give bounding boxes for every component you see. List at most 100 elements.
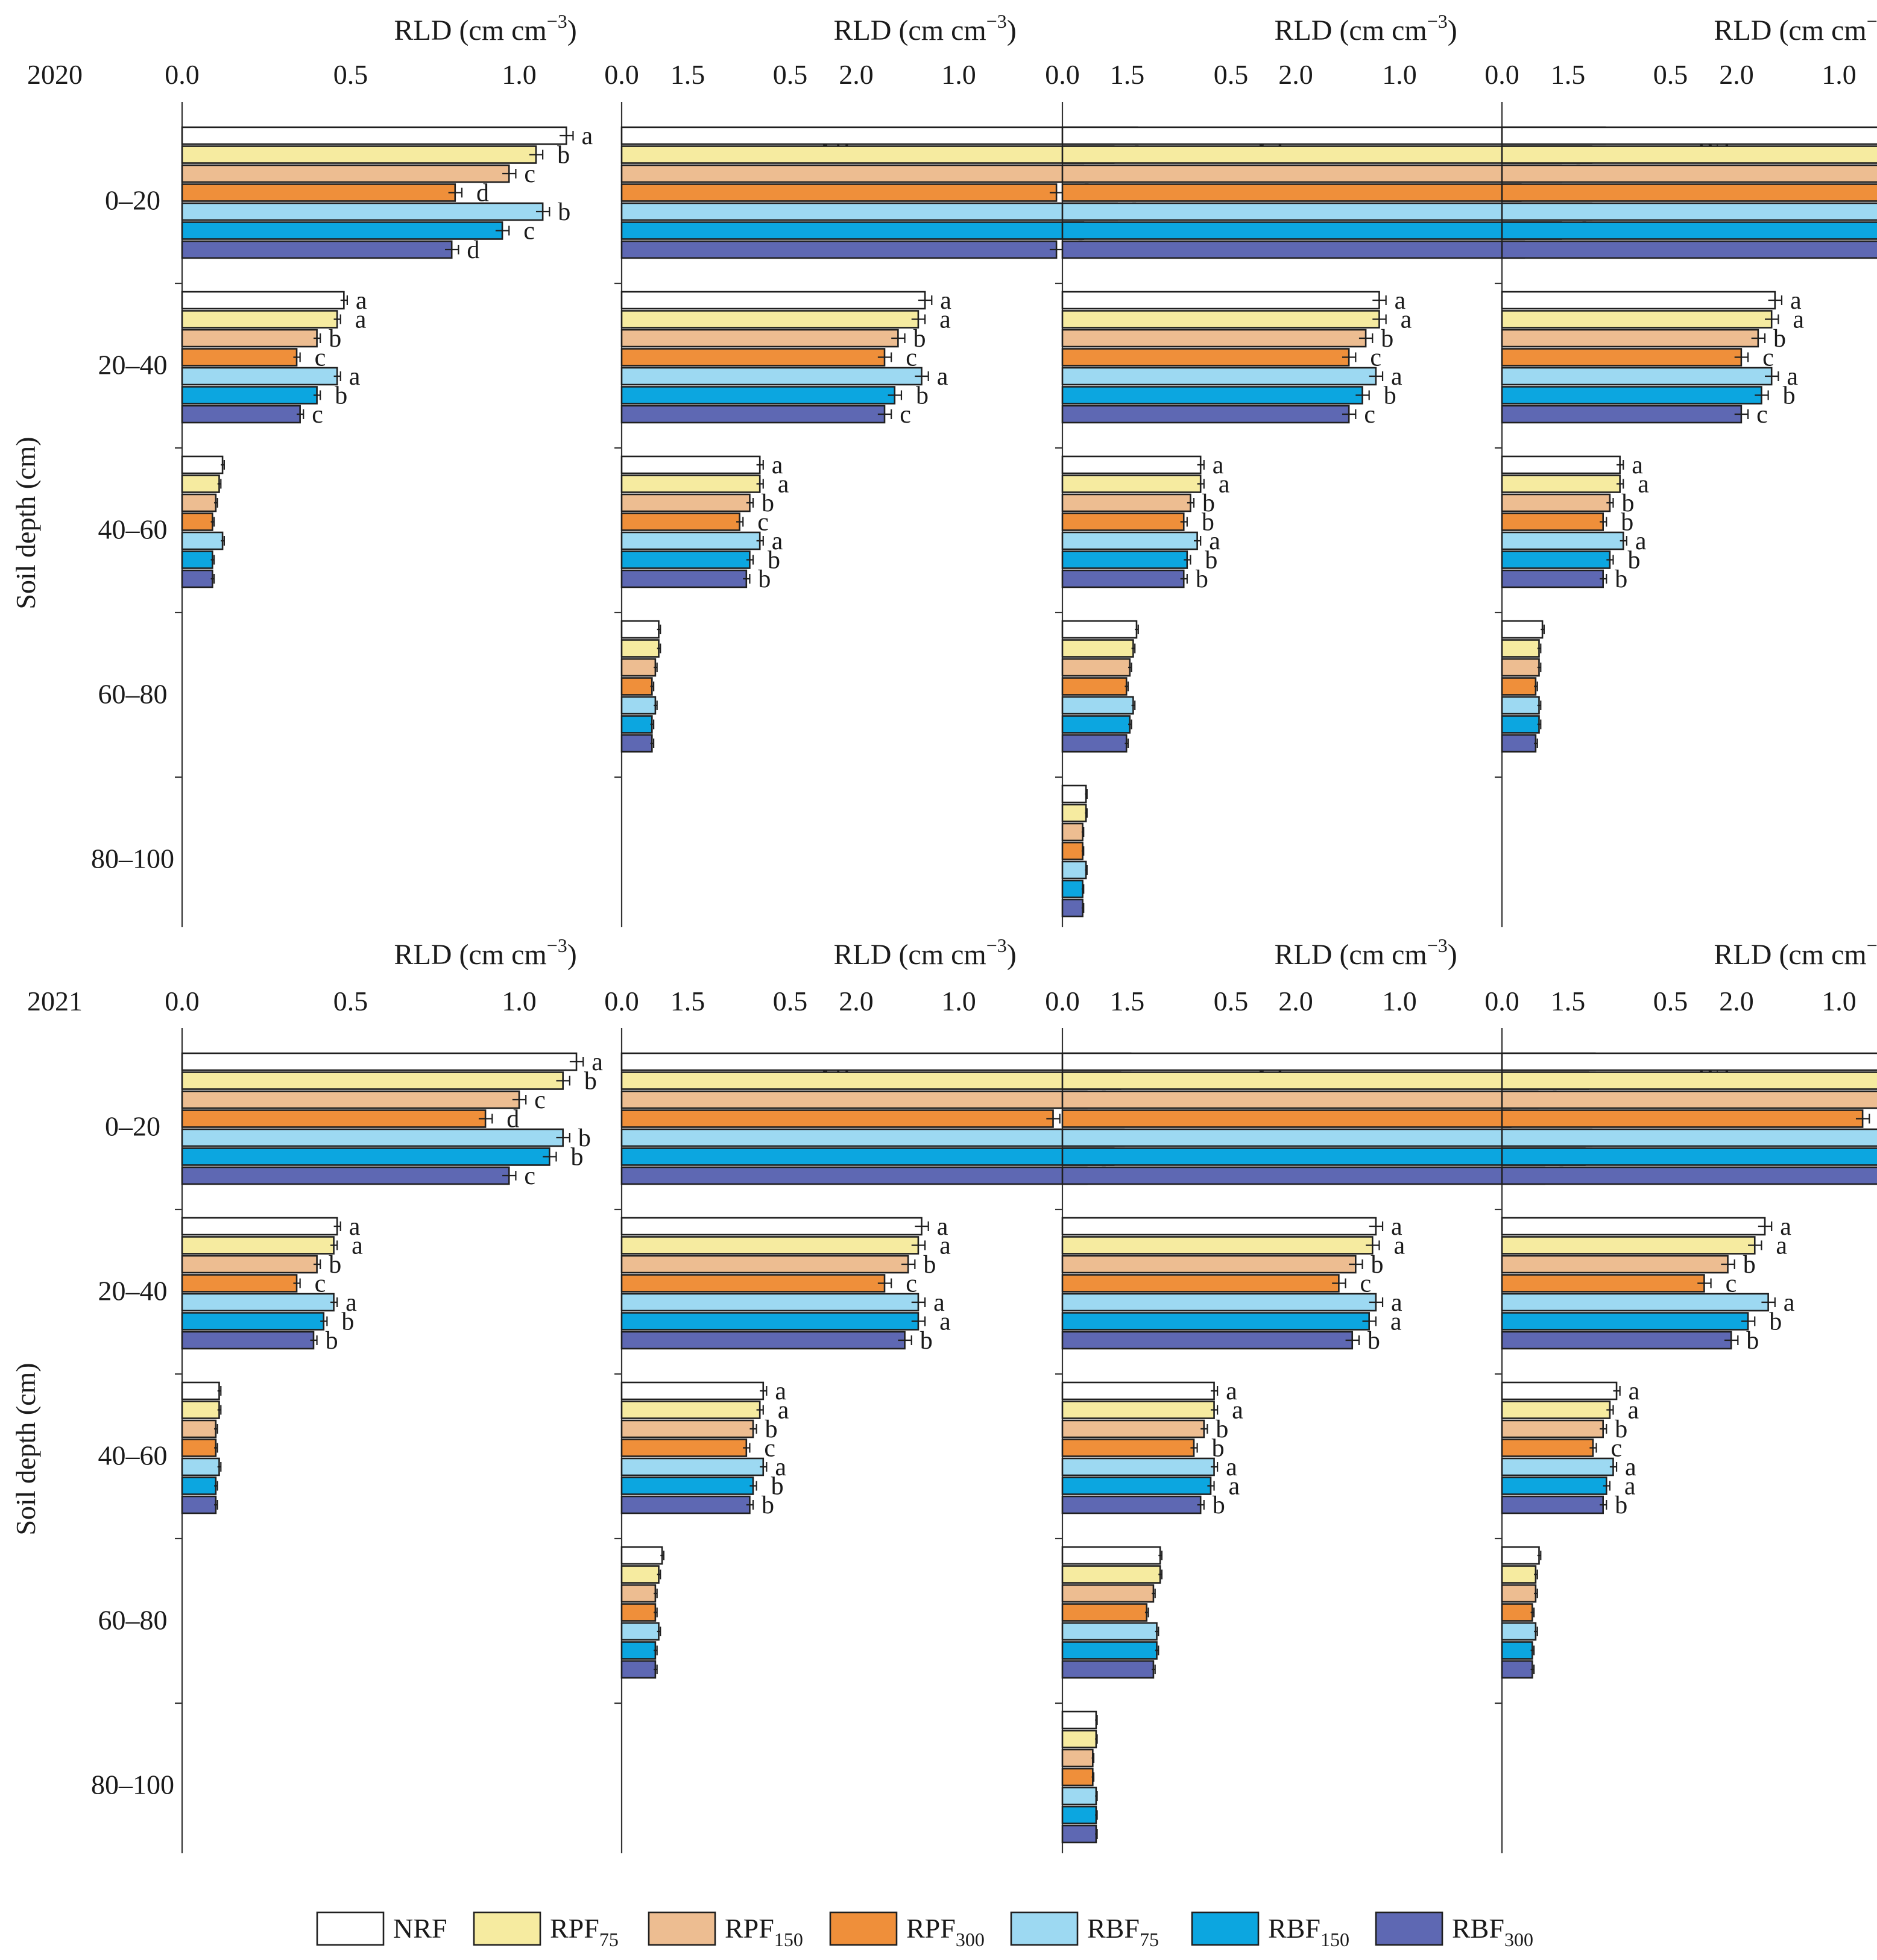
error-bar bbox=[760, 1386, 768, 1396]
bar bbox=[181, 493, 217, 512]
x-tick-label: 2.0 bbox=[1278, 986, 1313, 1016]
error-bar bbox=[1372, 295, 1387, 305]
significance-letter: b bbox=[916, 382, 929, 410]
significance-letter: c bbox=[1370, 344, 1381, 372]
x-axis-title-sup: −3 bbox=[1427, 934, 1448, 956]
bar bbox=[620, 474, 761, 493]
error-bar bbox=[1342, 409, 1357, 419]
error-bar bbox=[293, 1278, 301, 1288]
error-bar bbox=[654, 701, 658, 710]
significance-letter: a bbox=[1391, 1289, 1402, 1317]
error-bar bbox=[217, 1462, 222, 1472]
bar bbox=[1501, 240, 1877, 259]
significance-letter: a bbox=[352, 1232, 363, 1260]
bar bbox=[620, 1293, 920, 1312]
bar bbox=[1061, 221, 1562, 240]
error-bar bbox=[654, 1589, 658, 1598]
significance-letter: b bbox=[1368, 1327, 1380, 1355]
significance-letter: b bbox=[1202, 490, 1215, 517]
significance-letter: a bbox=[1787, 363, 1798, 391]
bar bbox=[1501, 455, 1621, 474]
error-bar bbox=[915, 1221, 929, 1231]
depth-label: 40–60 bbox=[98, 514, 168, 545]
significance-letter: b bbox=[1773, 325, 1786, 353]
significance-letter: a bbox=[778, 471, 789, 499]
error-bar bbox=[221, 460, 225, 470]
error-bar bbox=[1180, 574, 1188, 584]
bar bbox=[620, 164, 1085, 183]
significance-letter: a bbox=[1390, 1308, 1402, 1336]
error-bar bbox=[1091, 1753, 1095, 1763]
error-bar bbox=[1046, 1114, 1061, 1124]
error-bar bbox=[1589, 1443, 1597, 1453]
depth-label: 80–100 bbox=[91, 1769, 174, 1800]
x-axis-title-text: RLD (cm cm bbox=[394, 939, 546, 971]
error-bar bbox=[1081, 903, 1085, 913]
x-axis-title: RLD (cm cm−3) bbox=[1714, 934, 1877, 971]
bar bbox=[620, 1381, 765, 1401]
bar bbox=[181, 1236, 335, 1255]
bar bbox=[1061, 1546, 1161, 1565]
significance-letter: c bbox=[1611, 1435, 1623, 1463]
significance-letter: a bbox=[1776, 1232, 1787, 1260]
significance-letter: a bbox=[778, 1397, 789, 1425]
bar bbox=[1061, 1312, 1370, 1331]
bar bbox=[620, 405, 886, 424]
bar bbox=[620, 1419, 754, 1438]
error-bar bbox=[654, 1645, 658, 1656]
error-bar bbox=[1184, 555, 1191, 565]
x-tick-label: 0.0 bbox=[1045, 59, 1080, 90]
x-tick-label: 1.5 bbox=[1110, 986, 1145, 1016]
bar bbox=[1061, 164, 1562, 183]
significance-letter: a bbox=[933, 1289, 945, 1317]
bar bbox=[1501, 715, 1540, 734]
bar bbox=[181, 202, 544, 221]
bar bbox=[181, 1255, 318, 1274]
error-bar bbox=[320, 1316, 328, 1326]
legend-label-sub: 75 bbox=[599, 1929, 619, 1950]
error-bar bbox=[743, 1443, 751, 1453]
error-bar bbox=[1081, 846, 1085, 856]
error-bar bbox=[214, 1500, 218, 1510]
error-bar bbox=[1600, 1500, 1607, 1510]
significance-letter: b bbox=[765, 1416, 778, 1443]
x-tick-label: 1.5 bbox=[1551, 986, 1586, 1016]
bar bbox=[1061, 658, 1131, 677]
bar bbox=[1061, 493, 1191, 512]
x-tick-label: 2.0 bbox=[1719, 59, 1754, 90]
significance-letter: a bbox=[1625, 1454, 1636, 1481]
error-bar bbox=[214, 1443, 218, 1453]
bar bbox=[1501, 550, 1611, 569]
significance-letter: c bbox=[1756, 401, 1768, 429]
significance-letter: a bbox=[772, 452, 783, 479]
significance-letter: c bbox=[1360, 1270, 1372, 1298]
error-bar bbox=[1534, 1627, 1538, 1636]
bar bbox=[181, 1438, 217, 1457]
legend-label: RBF300 bbox=[1452, 1913, 1533, 1950]
bar bbox=[620, 1584, 657, 1603]
error-bar bbox=[1332, 1278, 1346, 1288]
error-bar bbox=[1144, 1607, 1149, 1618]
error-bar bbox=[1207, 1481, 1215, 1491]
bar bbox=[1061, 1331, 1354, 1350]
x-tick-label: 1.0 bbox=[502, 986, 537, 1016]
bar bbox=[1501, 1071, 1877, 1090]
bar bbox=[1061, 512, 1185, 531]
error-bar bbox=[1197, 1500, 1205, 1510]
bar bbox=[1061, 696, 1134, 715]
x-tick-label: 1.0 bbox=[941, 59, 976, 90]
x-tick-label: 0.5 bbox=[1214, 986, 1249, 1016]
depth-label: 0–20 bbox=[105, 185, 160, 216]
significance-letter: a bbox=[1401, 306, 1412, 334]
legend: NRF RPF75 RPF150 RPF300 RBF75 RBF150 RBF300 bbox=[316, 1911, 1533, 1950]
bar bbox=[1061, 880, 1084, 898]
x-tick-label: 1.0 bbox=[1822, 59, 1856, 90]
bar bbox=[1501, 1312, 1749, 1331]
bar bbox=[1061, 405, 1350, 424]
bar bbox=[1501, 639, 1540, 658]
x-tick-label: 0.0 bbox=[1045, 986, 1080, 1016]
error-bar bbox=[478, 1114, 493, 1124]
error-bar bbox=[1369, 1221, 1384, 1231]
error-bar bbox=[911, 1240, 926, 1250]
bar bbox=[181, 291, 345, 310]
